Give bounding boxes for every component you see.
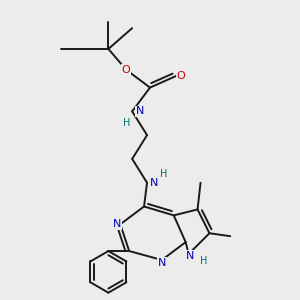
Text: N: N bbox=[135, 106, 144, 116]
Text: H: H bbox=[160, 169, 167, 179]
Text: N: N bbox=[186, 250, 194, 260]
Text: N: N bbox=[150, 178, 159, 188]
Text: O: O bbox=[177, 71, 186, 81]
Text: N: N bbox=[113, 219, 122, 229]
Text: N: N bbox=[158, 258, 166, 268]
Text: H: H bbox=[122, 118, 130, 128]
Text: H: H bbox=[200, 256, 207, 266]
Text: O: O bbox=[122, 65, 130, 75]
